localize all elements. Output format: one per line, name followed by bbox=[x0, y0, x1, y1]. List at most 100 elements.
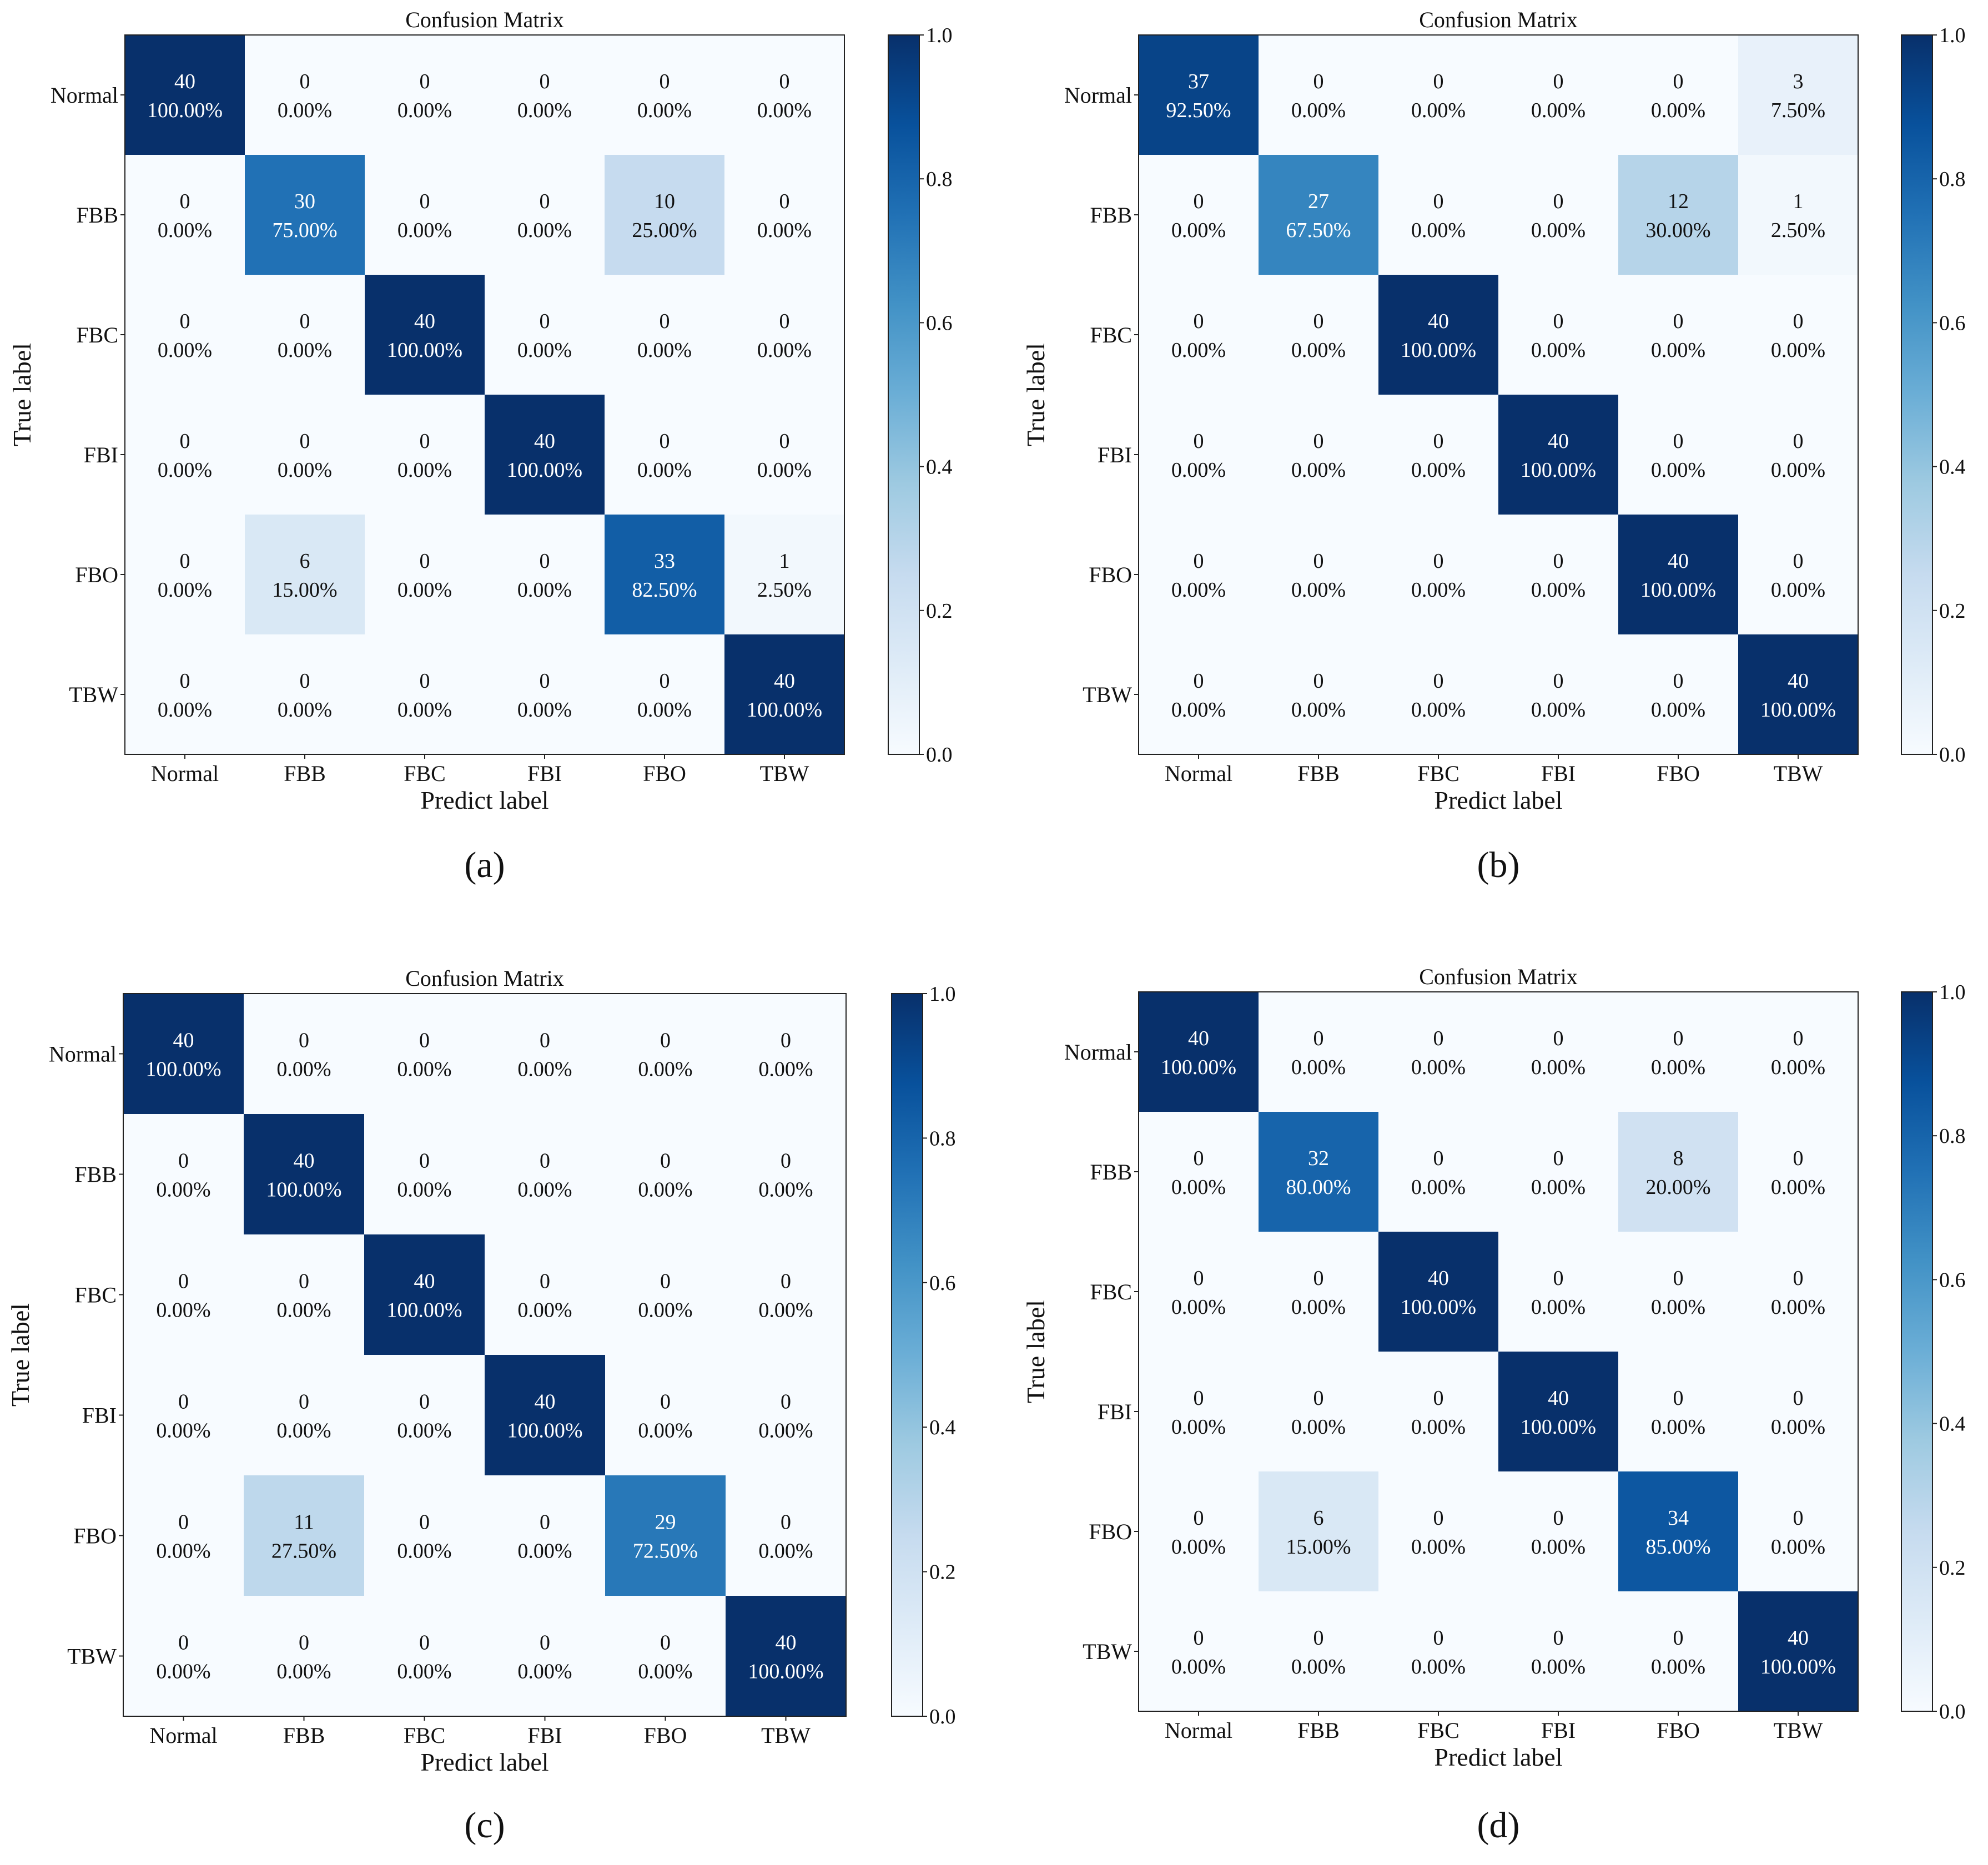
cell-count-label: 0 bbox=[1313, 1387, 1324, 1410]
y-tick-label: FBB bbox=[74, 1162, 117, 1187]
matrix-cell bbox=[1498, 992, 1618, 1112]
cell-count-label: 0 bbox=[299, 1270, 309, 1293]
cell-percent-label: 0.00% bbox=[1531, 1655, 1586, 1678]
cell-count-label: 0 bbox=[1673, 1027, 1684, 1050]
matrix-cell bbox=[1259, 1591, 1378, 1711]
cell-count-label: 0 bbox=[299, 1029, 309, 1052]
matrix-cell bbox=[1618, 1112, 1738, 1232]
matrix-cell bbox=[1498, 634, 1618, 754]
colorbar-tick-label: 1.0 bbox=[1939, 981, 1966, 1004]
cell-count-label: 0 bbox=[420, 70, 430, 93]
cell-percent-label: 0.00% bbox=[397, 1419, 451, 1443]
cell-count-label: 0 bbox=[660, 669, 670, 693]
y-tick-label: FBI bbox=[1098, 1399, 1132, 1424]
cell-percent-label: 0.00% bbox=[1171, 219, 1226, 242]
matrix-cell bbox=[605, 35, 724, 155]
x-tick-label: TBW bbox=[761, 1723, 811, 1748]
cell-percent-label: 0.00% bbox=[158, 698, 212, 722]
cell-count-label: 0 bbox=[178, 1150, 189, 1173]
matrix-cell bbox=[1738, 35, 1858, 155]
matrix-cell bbox=[1738, 992, 1858, 1112]
cell-count-label: 0 bbox=[300, 669, 310, 693]
cell-count-label: 0 bbox=[420, 550, 430, 573]
matrix-cell bbox=[1498, 1471, 1618, 1591]
cell-count-label: 0 bbox=[1553, 310, 1564, 333]
cell-count-label: 1 bbox=[1793, 190, 1804, 213]
matrix-cell bbox=[1139, 395, 1259, 515]
confusion-matrix-panel: 40 100.00% 0 0.00% 0 0.00% 0 0.00% 0 0.00% 0 0.00% 0… bbox=[1021, 964, 1966, 1846]
cell-percent-label: 0.00% bbox=[638, 1299, 692, 1322]
cell-count-label: 11 bbox=[294, 1511, 314, 1534]
matrix-cell bbox=[245, 35, 365, 155]
cell-percent-label: 25.00% bbox=[632, 219, 697, 242]
matrix-cell bbox=[605, 994, 726, 1114]
cell-percent-label: 0.00% bbox=[1651, 339, 1705, 362]
colorbar-tick-label: 1.0 bbox=[1939, 24, 1966, 47]
cell-percent-label: 0.00% bbox=[1771, 458, 1825, 482]
cell-percent-label: 100.00% bbox=[747, 698, 822, 722]
cell-percent-label: 0.00% bbox=[276, 1660, 331, 1683]
cell-count-label: 40 bbox=[294, 1150, 315, 1173]
cell-count-label: 37 bbox=[1188, 70, 1209, 93]
cell-percent-label: 0.00% bbox=[517, 1660, 572, 1683]
cell-percent-label: 0.00% bbox=[278, 458, 332, 482]
matrix-cell bbox=[1378, 155, 1498, 275]
matrix-cell bbox=[1259, 634, 1378, 754]
colorbar-tick-label: 1.0 bbox=[926, 24, 953, 47]
colorbar-tick-label: 0.6 bbox=[926, 311, 953, 335]
colorbar-tick-label: 0.6 bbox=[1939, 311, 1966, 335]
cell-percent-label: 0.00% bbox=[517, 1178, 572, 1202]
matrix-cell bbox=[1378, 992, 1498, 1112]
cell-count-label: 0 bbox=[420, 430, 430, 453]
x-tick-label: FBC bbox=[404, 1723, 446, 1748]
cell-percent-label: 0.00% bbox=[1411, 698, 1466, 722]
chart-title: Confusion Matrix bbox=[1419, 7, 1578, 32]
cell-count-label: 0 bbox=[660, 1390, 671, 1414]
cell-percent-label: 0.00% bbox=[517, 339, 572, 362]
y-axis-label: True label bbox=[1021, 1300, 1050, 1403]
panel-label: (c) bbox=[464, 1805, 505, 1846]
cell-count-label: 0 bbox=[540, 310, 550, 333]
matrix-cell bbox=[1618, 1352, 1738, 1471]
matrix-cell bbox=[1139, 1352, 1259, 1471]
matrix-cell bbox=[1618, 395, 1738, 515]
cell-count-label: 0 bbox=[299, 1390, 309, 1414]
matrix-cell bbox=[365, 395, 485, 515]
matrix-cell bbox=[364, 1114, 485, 1234]
cell-count-label: 0 bbox=[540, 669, 550, 693]
x-tick-label: FBO bbox=[644, 1723, 687, 1748]
matrix-cell bbox=[485, 35, 605, 155]
cell-percent-label: 0.00% bbox=[1651, 1655, 1705, 1678]
cell-percent-label: 100.00% bbox=[387, 339, 462, 362]
matrix-cell bbox=[244, 1234, 364, 1355]
cell-percent-label: 0.00% bbox=[1531, 219, 1586, 242]
cell-count-label: 0 bbox=[1553, 70, 1564, 93]
cell-percent-label: 0.00% bbox=[158, 219, 212, 242]
cell-count-label: 0 bbox=[1553, 550, 1564, 573]
x-tick-label: FBI bbox=[527, 761, 562, 786]
matrix-cell bbox=[1378, 1352, 1498, 1471]
cell-percent-label: 0.00% bbox=[1531, 1056, 1586, 1079]
cell-percent-label: 0.00% bbox=[1411, 1415, 1466, 1439]
y-tick-label: FBB bbox=[1090, 1160, 1132, 1184]
matrix-cell bbox=[605, 1475, 726, 1596]
cell-percent-label: 100.00% bbox=[1760, 1655, 1836, 1678]
cell-count-label: 1 bbox=[779, 550, 790, 573]
cell-count-label: 40 bbox=[535, 1390, 556, 1414]
cell-percent-label: 0.00% bbox=[1651, 698, 1705, 722]
matrix-cell bbox=[1498, 1232, 1618, 1352]
cell-percent-label: 100.00% bbox=[748, 1660, 823, 1683]
cell-percent-label: 85.00% bbox=[1645, 1535, 1710, 1559]
cell-percent-label: 0.00% bbox=[397, 99, 452, 122]
cell-count-label: 0 bbox=[540, 190, 550, 213]
cell-count-label: 0 bbox=[419, 1390, 430, 1414]
cell-count-label: 0 bbox=[1793, 1267, 1804, 1290]
cell-count-label: 0 bbox=[779, 190, 790, 213]
cell-count-label: 0 bbox=[781, 1270, 791, 1293]
x-tick-label: TBW bbox=[1774, 761, 1823, 786]
cell-percent-label: 0.00% bbox=[517, 1540, 572, 1563]
cell-percent-label: 0.00% bbox=[1651, 1296, 1705, 1319]
cell-percent-label: 0.00% bbox=[1291, 99, 1346, 122]
y-tick-label: TBW bbox=[67, 1644, 117, 1669]
matrix-cell bbox=[125, 35, 245, 155]
